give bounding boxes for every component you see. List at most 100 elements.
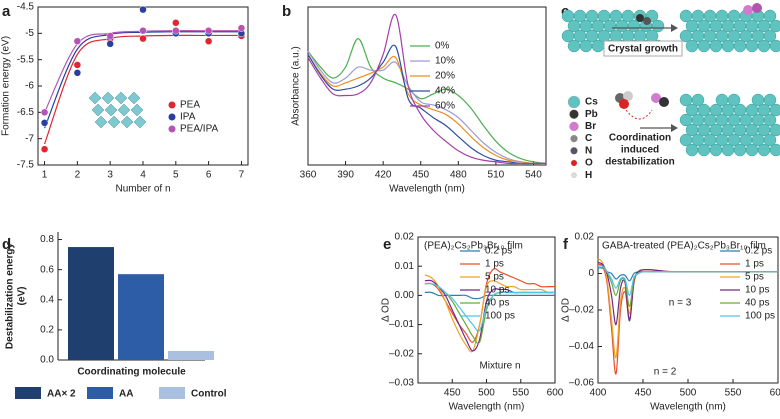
atom (763, 93, 777, 107)
legend-label: 5 ps (745, 272, 764, 283)
panel-letter: a (2, 3, 11, 20)
y-axis-label: Absorbance (a.u.) (291, 46, 302, 126)
data-point (139, 34, 147, 43)
annotation: n = 3 (669, 298, 692, 309)
y-tick-label: 0.02 (575, 232, 595, 243)
inset-octahedron (117, 103, 131, 117)
atom (697, 143, 711, 157)
inset-octahedron (104, 103, 118, 117)
molecule-atom (743, 5, 753, 15)
data-point (172, 19, 180, 27)
label-box (603, 40, 683, 57)
annotation: Mixture n (479, 361, 520, 372)
x-tick-label: 450 (444, 388, 461, 399)
panel-letter: b (282, 3, 291, 20)
molecule-atom (636, 14, 644, 22)
data-point (73, 69, 82, 77)
panel-letter: d (2, 236, 11, 253)
molecule-atom (643, 17, 651, 25)
atom (745, 39, 759, 53)
bar (168, 350, 214, 360)
y-tick-label: –0.03 (389, 378, 414, 389)
data-point (73, 37, 82, 45)
data-point (139, 26, 147, 35)
y-tick-label: 0.02 (395, 232, 415, 243)
atom (685, 39, 699, 53)
atom (721, 39, 735, 53)
y-tick-label: 0.6 (40, 264, 54, 275)
inset-octahedron (130, 103, 144, 117)
bar (118, 274, 164, 360)
legend-atom (569, 121, 579, 132)
diagram-label: Crystal growth (608, 44, 678, 55)
atom (685, 143, 699, 157)
legend-label: 40 ps (745, 298, 769, 309)
annotation: n = 2 (654, 367, 677, 378)
x-tick-label: 4 (140, 170, 146, 181)
atom (745, 143, 759, 157)
x-tick-label: 400 (590, 388, 607, 399)
x-tick-label: 2 (75, 170, 81, 181)
molecule-atom (651, 93, 661, 103)
inset-octahedron (127, 91, 141, 105)
legend-label: O (585, 158, 593, 169)
legend-marker (168, 101, 176, 109)
molecule-atom (752, 3, 762, 13)
legend-label: 10 ps (745, 285, 769, 296)
data-line (307, 50, 547, 165)
y-tick-label: 0.2 (40, 325, 54, 336)
annotation: GABA-treated (PEA)₂Cs₂Pb₃Br₁₀ film (602, 241, 766, 252)
y-axis-label: Δ OD (381, 298, 392, 322)
molecule-atom (659, 97, 669, 107)
legend-atom (570, 147, 578, 155)
legend-atom (570, 134, 578, 143)
data-point (106, 32, 114, 40)
legend-label: C (585, 133, 592, 144)
data-point (237, 24, 246, 32)
inset-octahedron (101, 91, 115, 105)
y-tick-label: –0.06 (569, 378, 594, 389)
y-tick-label: –0.02 (389, 348, 414, 359)
legend-label: 1 ps (745, 259, 764, 270)
diagram-label: destabilization (605, 157, 674, 168)
y-tick-label: –0.02 (569, 305, 594, 316)
atom (691, 93, 705, 107)
y-tick-label: 0.01 (395, 261, 415, 272)
legend-atom (567, 95, 581, 109)
atom (769, 103, 780, 117)
data-point (204, 26, 213, 35)
legend-label: 10% (435, 56, 455, 67)
legend-label: 100 ps (745, 311, 775, 322)
x-tick-label: 5 (173, 170, 179, 181)
y-tick-label: -5.5 (17, 54, 35, 65)
y-tick-label: –0.01 (389, 319, 414, 330)
x-axis-label: Number of n (115, 184, 170, 195)
legend-label: 40% (435, 86, 455, 97)
x-tick-label: 510 (488, 170, 505, 181)
atom (763, 133, 777, 147)
data-point (139, 5, 147, 14)
x-tick-label: 420 (375, 170, 392, 181)
inset-octahedron (88, 91, 102, 105)
x-axis-label: Wavelength (nm) (449, 402, 525, 413)
y-axis-label: (eV) (17, 287, 28, 306)
legend-label: 20% (435, 71, 455, 82)
legend-label: PEA (180, 100, 200, 111)
legend-label: N (585, 145, 592, 156)
inset-octahedron (114, 91, 128, 105)
data-point (172, 26, 180, 35)
legend-label: Control (191, 389, 227, 400)
legend-atom (571, 172, 577, 178)
legend-label: AA (119, 389, 133, 400)
legend-label: IPA (180, 112, 196, 123)
y-tick-label: -6 (25, 81, 34, 92)
legend-label: 0% (435, 41, 450, 52)
inset-octahedron (91, 103, 105, 117)
atom (763, 113, 777, 127)
x-axis-label: Coordinating molecule (77, 367, 186, 378)
atom (709, 143, 723, 157)
atom (721, 143, 735, 157)
legend-label: 10 ps (485, 285, 509, 296)
data-point (40, 119, 49, 127)
legend-label: PEA/IPA (180, 124, 218, 135)
